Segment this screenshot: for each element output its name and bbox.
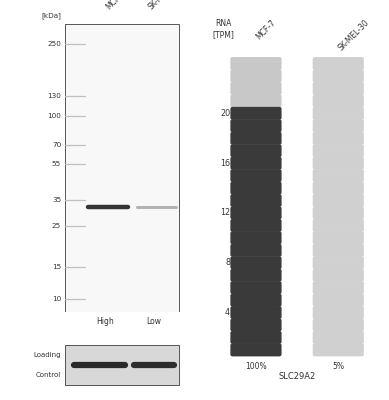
FancyBboxPatch shape	[313, 343, 364, 356]
FancyBboxPatch shape	[65, 24, 179, 312]
Text: 10: 10	[52, 296, 61, 302]
Text: 250: 250	[47, 40, 61, 46]
Text: 15: 15	[52, 264, 61, 270]
FancyBboxPatch shape	[230, 219, 282, 232]
Text: MCF-7: MCF-7	[105, 0, 128, 11]
FancyBboxPatch shape	[230, 281, 282, 294]
FancyBboxPatch shape	[230, 306, 282, 319]
Text: SK-MEL-30: SK-MEL-30	[147, 0, 181, 11]
Text: MCF-7: MCF-7	[254, 18, 277, 41]
FancyBboxPatch shape	[313, 206, 364, 220]
FancyBboxPatch shape	[313, 107, 364, 120]
Text: 35: 35	[52, 197, 61, 203]
FancyBboxPatch shape	[230, 194, 282, 207]
FancyBboxPatch shape	[230, 132, 282, 145]
FancyBboxPatch shape	[230, 70, 282, 82]
FancyBboxPatch shape	[313, 269, 364, 282]
FancyBboxPatch shape	[313, 82, 364, 95]
Text: 100%: 100%	[245, 362, 267, 371]
Text: SK-MEL-30: SK-MEL-30	[336, 18, 371, 53]
FancyBboxPatch shape	[313, 182, 364, 194]
FancyBboxPatch shape	[313, 331, 364, 344]
FancyBboxPatch shape	[230, 294, 282, 307]
FancyBboxPatch shape	[313, 157, 364, 170]
FancyBboxPatch shape	[230, 57, 282, 70]
FancyBboxPatch shape	[230, 107, 282, 120]
Text: Loading: Loading	[34, 352, 61, 358]
FancyBboxPatch shape	[230, 119, 282, 132]
FancyBboxPatch shape	[313, 132, 364, 145]
Text: Low: Low	[146, 318, 161, 326]
FancyBboxPatch shape	[65, 345, 179, 385]
FancyBboxPatch shape	[313, 169, 364, 182]
FancyBboxPatch shape	[230, 318, 282, 332]
FancyBboxPatch shape	[230, 331, 282, 344]
FancyBboxPatch shape	[313, 318, 364, 332]
Text: [kDa]: [kDa]	[41, 13, 61, 20]
FancyBboxPatch shape	[313, 119, 364, 132]
Text: 25: 25	[52, 223, 61, 229]
Text: 12: 12	[220, 208, 230, 218]
FancyBboxPatch shape	[313, 219, 364, 232]
Text: 16: 16	[220, 159, 230, 168]
FancyBboxPatch shape	[313, 294, 364, 307]
FancyBboxPatch shape	[230, 269, 282, 282]
Text: 8: 8	[225, 258, 230, 267]
FancyBboxPatch shape	[230, 82, 282, 95]
FancyBboxPatch shape	[230, 94, 282, 108]
Text: 55: 55	[52, 161, 61, 167]
Text: SLC29A2: SLC29A2	[279, 372, 316, 381]
FancyBboxPatch shape	[313, 256, 364, 269]
Text: 4: 4	[225, 308, 230, 317]
FancyBboxPatch shape	[313, 194, 364, 207]
Text: Control: Control	[36, 372, 61, 378]
FancyBboxPatch shape	[230, 343, 282, 356]
FancyBboxPatch shape	[313, 144, 364, 157]
Text: 5%: 5%	[332, 362, 344, 371]
Text: 130: 130	[47, 92, 61, 98]
Text: 20: 20	[220, 109, 230, 118]
FancyBboxPatch shape	[313, 281, 364, 294]
FancyBboxPatch shape	[230, 244, 282, 257]
Text: 70: 70	[52, 142, 61, 148]
FancyBboxPatch shape	[230, 144, 282, 157]
FancyBboxPatch shape	[230, 169, 282, 182]
FancyBboxPatch shape	[230, 182, 282, 194]
FancyBboxPatch shape	[230, 256, 282, 269]
FancyBboxPatch shape	[313, 70, 364, 82]
FancyBboxPatch shape	[313, 57, 364, 70]
FancyBboxPatch shape	[230, 157, 282, 170]
FancyBboxPatch shape	[313, 94, 364, 108]
FancyBboxPatch shape	[313, 231, 364, 244]
Text: High: High	[96, 318, 114, 326]
FancyBboxPatch shape	[230, 206, 282, 220]
Text: 100: 100	[47, 113, 61, 119]
FancyBboxPatch shape	[230, 231, 282, 244]
FancyBboxPatch shape	[313, 244, 364, 257]
FancyBboxPatch shape	[313, 306, 364, 319]
Text: RNA
[TPM]: RNA [TPM]	[213, 19, 235, 39]
